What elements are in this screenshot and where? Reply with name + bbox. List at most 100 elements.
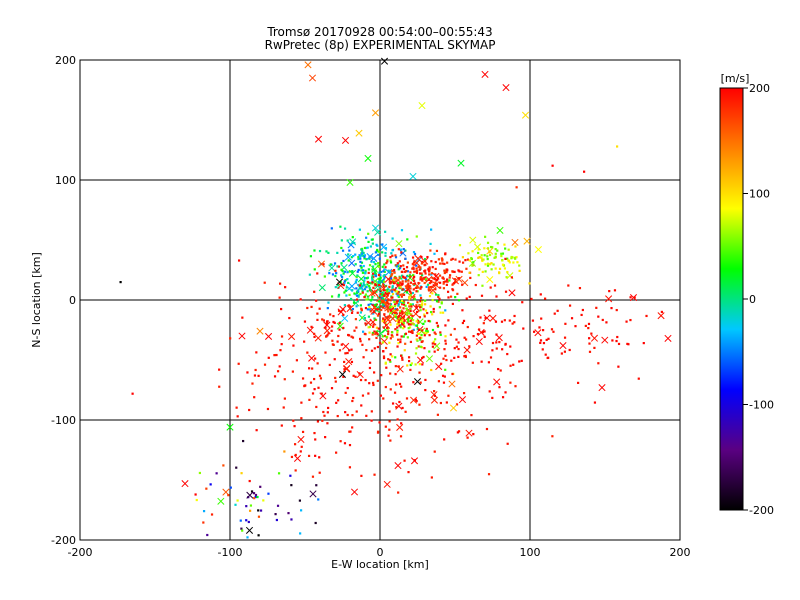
data-point [414, 352, 418, 355]
data-point [487, 361, 491, 364]
data-point [382, 355, 386, 358]
data-point-large [414, 254, 422, 263]
data-point [413, 252, 417, 256]
data-point [394, 276, 397, 280]
data-point [461, 261, 465, 264]
data-point [393, 305, 396, 308]
data-point [423, 331, 426, 334]
data-point [445, 278, 449, 281]
data-point [421, 340, 424, 343]
data-point [442, 287, 446, 290]
data-point [338, 328, 341, 331]
data-point [346, 386, 349, 390]
data-point [377, 288, 380, 291]
data-point [131, 392, 134, 395]
data-point [405, 269, 408, 273]
marker-stroke [396, 423, 404, 431]
data-point [240, 527, 243, 530]
data-point [493, 256, 496, 259]
data-point [530, 297, 533, 301]
data-point [378, 257, 381, 260]
data-point [393, 311, 397, 314]
data-point-large [590, 334, 599, 342]
data-point [387, 332, 390, 336]
data-point [391, 402, 395, 405]
data-point [510, 276, 514, 279]
data-point [348, 249, 351, 252]
data-point [437, 300, 440, 303]
data-point [462, 392, 466, 395]
y-tick-label: -100 [51, 414, 76, 427]
data-point-large [357, 275, 365, 283]
y-tick-label: 200 [55, 54, 76, 67]
data-point [282, 406, 285, 409]
marker-stroke [293, 454, 302, 462]
data-point [382, 270, 385, 273]
data-point-large [245, 526, 254, 534]
data-point [380, 308, 383, 312]
data-point [395, 265, 398, 268]
marker-stroke [348, 259, 356, 267]
colorbar-tick-label: 0 [749, 293, 756, 306]
data-point [500, 320, 504, 323]
data-point [426, 311, 429, 315]
data-point-large [314, 334, 322, 342]
marker-stroke [306, 326, 314, 334]
data-point [484, 316, 487, 320]
marker-stroke [384, 316, 392, 324]
data-point [377, 250, 381, 253]
data-point [384, 425, 387, 428]
data-point-large [455, 275, 463, 283]
data-point-large [369, 318, 377, 326]
data-point [416, 320, 420, 324]
marker-stroke [511, 238, 519, 246]
data-point [597, 362, 600, 365]
data-point [308, 273, 311, 276]
data-point [420, 346, 423, 349]
data-point [568, 348, 571, 352]
data-point [360, 316, 364, 319]
marker-stroke [398, 313, 406, 321]
data-point [324, 326, 327, 329]
data-point [344, 391, 347, 394]
data-point [383, 334, 387, 338]
data-point [290, 455, 294, 459]
data-point-large [629, 294, 638, 302]
data-point [330, 387, 334, 390]
data-point [415, 347, 418, 350]
data-point [434, 332, 437, 336]
data-point [428, 334, 431, 337]
data-point [372, 311, 375, 314]
data-point [446, 261, 449, 264]
data-point [407, 317, 410, 320]
data-point [516, 261, 519, 264]
data-point [494, 255, 497, 258]
data-point [356, 300, 359, 303]
data-point [377, 273, 381, 277]
data-point [496, 242, 499, 245]
data-point [383, 305, 386, 308]
data-point [383, 321, 386, 324]
data-point [497, 367, 500, 371]
data-point [372, 304, 376, 307]
data-point-large [449, 404, 458, 412]
marker-stroke [246, 491, 254, 499]
data-point [495, 347, 498, 350]
data-point [402, 275, 405, 278]
data-point [480, 254, 483, 257]
data-point [355, 278, 358, 281]
data-point [407, 279, 410, 282]
data-point [399, 306, 402, 309]
data-point [362, 269, 365, 272]
data-point [276, 370, 280, 373]
data-point [378, 271, 381, 274]
data-point [401, 322, 404, 325]
marker-stroke [469, 236, 477, 244]
data-point [336, 251, 339, 254]
y-tick-label: 0 [69, 294, 76, 307]
data-point [400, 317, 404, 320]
data-point [629, 296, 632, 299]
data-point [441, 259, 444, 262]
data-point [660, 310, 663, 314]
data-point [387, 302, 390, 305]
